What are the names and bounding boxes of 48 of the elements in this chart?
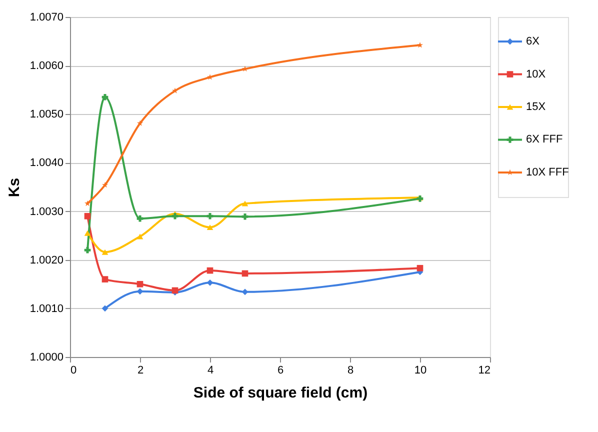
point (416, 42, 424, 48)
point (102, 182, 108, 188)
x-axis-title: Side of square field (cm) (193, 384, 368, 402)
y-tick-label: 1.0070 (30, 12, 64, 24)
y-tick-label: 1.0040 (30, 157, 64, 170)
point (172, 212, 178, 220)
x-tick-label: 0 (70, 364, 77, 376)
legend-label: 10X (526, 68, 546, 80)
point (206, 280, 214, 286)
x-tick-label: 10 (414, 364, 427, 376)
point (84, 200, 91, 206)
point (102, 249, 108, 255)
point (136, 120, 144, 126)
point (84, 230, 91, 236)
legend-label: 6X (526, 36, 540, 48)
point (136, 280, 144, 288)
point (102, 94, 108, 100)
point (242, 213, 248, 220)
y-axis-title: Ks (6, 178, 23, 198)
point (136, 215, 144, 222)
point (416, 264, 424, 272)
y-tick-label: 1.0020 (30, 254, 64, 266)
x-tick-label: 8 (347, 364, 354, 376)
x-tick-label: 6 (277, 364, 284, 376)
y-tick-label: 1.0010 (30, 302, 64, 315)
point (136, 288, 144, 295)
point (206, 212, 214, 220)
legend-label: 15X (526, 101, 546, 113)
point (102, 305, 108, 312)
point (102, 276, 108, 282)
point (242, 270, 248, 277)
x-tick-label: 4 (207, 364, 214, 376)
point (206, 267, 214, 274)
point (206, 224, 214, 230)
point (242, 288, 248, 296)
x-tick-label: 2 (137, 364, 144, 376)
point (136, 234, 144, 240)
point (84, 212, 91, 220)
legend-label: 6X FFF (526, 134, 563, 146)
y-tick-label: 1.0030 (30, 206, 64, 218)
y-tick-label: 1.0000 (30, 352, 64, 364)
point (84, 246, 91, 254)
y-tick-label: 1.0050 (30, 108, 64, 121)
point (172, 88, 178, 94)
legend-label: 10X FFF (526, 166, 570, 178)
x-tick-label: 12 (478, 364, 490, 376)
y-tick-label: 1.0060 (30, 60, 64, 72)
point (242, 200, 248, 206)
